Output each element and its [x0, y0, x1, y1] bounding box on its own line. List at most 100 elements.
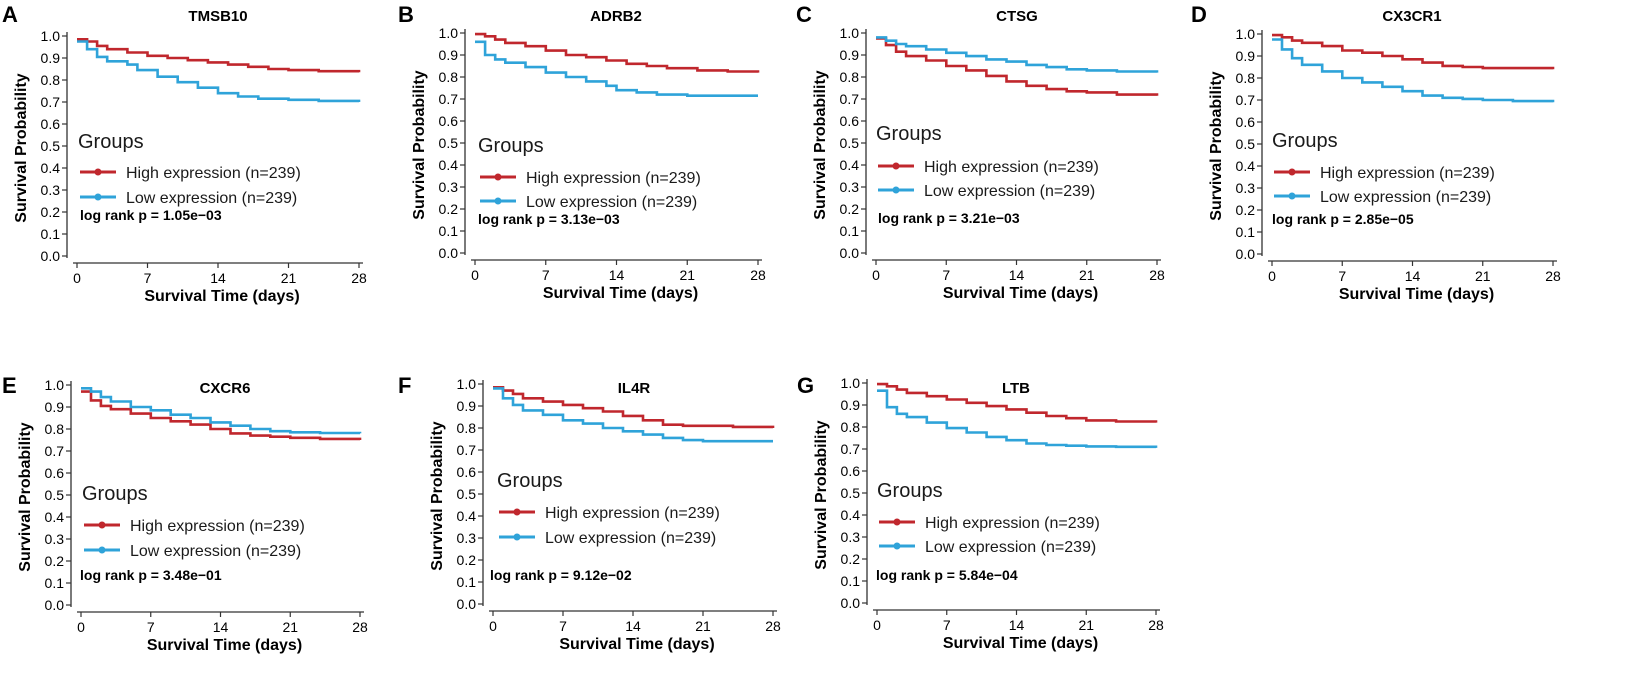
x-tick-label: 14: [213, 619, 229, 635]
y-tick-label: 1.0: [439, 25, 459, 41]
y-tick-label: 0.3: [41, 182, 61, 198]
x-tick-label: 7: [542, 267, 550, 283]
y-tick-label: 0.8: [457, 420, 477, 436]
y-tick-label: 0.7: [457, 442, 477, 458]
km-curve-high-expression: [81, 390, 362, 441]
y-tick-label: 0.0: [439, 245, 459, 261]
legend-marker-low: [513, 533, 521, 541]
km-curve-high-expression: [876, 37, 1159, 96]
y-tick-label: 0.9: [439, 47, 459, 63]
panel-g: G LTB 0.0 0.1 0.2 0.3 0.4 0.5 0.6 0.7 0.8 0.9 1.0 0 7 1…: [797, 373, 1164, 652]
y-tick-label: 0.1: [45, 575, 65, 591]
y-tick-label: 0.9: [45, 399, 65, 415]
y-tick-label: 1.0: [840, 25, 860, 41]
x-tick-label: 0: [1268, 268, 1276, 284]
legend-title: Groups: [478, 135, 544, 157]
y-tick-label: 0.9: [1236, 48, 1256, 64]
legend-marker-high: [94, 168, 102, 176]
x-axis-title: Survival Time (days): [943, 635, 1098, 652]
y-tick-label: 0.8: [840, 69, 860, 85]
panel-letter: A: [2, 2, 18, 27]
y-tick-label: 0.4: [45, 509, 65, 525]
panel-f: F IL4R 0.0 0.1 0.2 0.3 0.4 0.5 0.6 0.7 0.8 0.9 1.0 0 7…: [398, 373, 781, 653]
km-curve-low-expression: [1272, 38, 1555, 103]
y-tick-label: 0.4: [841, 507, 861, 523]
panel-title: TMSB10: [188, 8, 247, 25]
y-tick-label: 0.9: [457, 398, 477, 414]
y-tick-label: 0.5: [457, 486, 477, 502]
y-tick-label: 0.5: [45, 487, 65, 503]
x-tick-label: 0: [873, 617, 881, 633]
x-tick-label: 7: [147, 619, 155, 635]
x-tick-label: 28: [765, 618, 781, 634]
panel-letter: D: [1191, 2, 1207, 27]
x-tick-label: 21: [679, 267, 695, 283]
legend-title: Groups: [877, 480, 943, 502]
panel-title: IL4R: [618, 380, 651, 397]
km-curve-high-expression: [77, 38, 361, 73]
y-tick-label: 0.7: [840, 91, 860, 107]
x-axis-title: Survival Time (days): [559, 636, 714, 653]
y-axis-title: Survival Probability: [17, 422, 34, 571]
y-tick-label: 0.4: [41, 160, 61, 176]
legend-label-high: High expression (n=239): [925, 515, 1100, 532]
legend-marker-high: [893, 518, 901, 526]
x-tick-label: 14: [1009, 617, 1025, 633]
legend-marker-low: [98, 546, 106, 554]
y-tick-label: 0.4: [840, 157, 860, 173]
y-tick-label: 0.8: [841, 419, 861, 435]
legend-marker-high: [98, 521, 106, 529]
y-tick-label: 0.2: [439, 201, 459, 217]
y-tick-label: 0.6: [841, 463, 861, 479]
y-tick-label: 0.8: [439, 69, 459, 85]
y-tick-label: 0.5: [439, 135, 459, 151]
y-tick-label: 0.7: [45, 443, 65, 459]
x-axis-title: Survival Time (days): [144, 288, 299, 305]
x-tick-label: 28: [1149, 267, 1165, 283]
panel-b: B ADRB2 0.0 0.1 0.2 0.3 0.4 0.5 0.6 0.7 0.8 0.9 1.0 0…: [398, 2, 766, 302]
y-tick-label: 0.9: [840, 47, 860, 63]
y-tick-label: 0.6: [840, 113, 860, 129]
x-axis-title: Survival Time (days): [943, 285, 1098, 302]
x-axis-title: Survival Time (days): [1339, 286, 1494, 303]
x-tick-label: 14: [1009, 267, 1025, 283]
x-tick-label: 21: [1079, 267, 1095, 283]
logrank-pvalue: log rank p = 9.12e−02: [490, 567, 632, 583]
y-tick-label: 0.0: [457, 596, 477, 612]
legend-label-low: Low expression (n=239): [130, 543, 301, 560]
legend-marker-low: [494, 197, 502, 205]
panel-letter: B: [398, 2, 414, 27]
y-tick-label: 0.4: [1236, 158, 1256, 174]
y-tick-label: 0.9: [41, 50, 61, 66]
x-tick-label: 14: [609, 267, 625, 283]
legend-marker-low: [1288, 192, 1296, 200]
y-tick-label: 0.0: [841, 595, 861, 611]
legend-marker-low: [892, 186, 900, 194]
panel-title: CX3CR1: [1382, 8, 1441, 25]
x-tick-label: 7: [144, 270, 152, 286]
y-tick-label: 0.2: [457, 552, 477, 568]
y-tick-label: 0.7: [439, 91, 459, 107]
y-axis-title: Survival Probability: [429, 421, 446, 570]
legend-label-low: Low expression (n=239): [925, 539, 1096, 556]
x-tick-label: 0: [872, 267, 880, 283]
km-curve-high-expression: [877, 382, 1158, 423]
legend-title: Groups: [497, 470, 563, 492]
y-tick-label: 0.5: [840, 135, 860, 151]
km-curve-low-expression: [475, 40, 758, 97]
x-tick-label: 14: [210, 270, 226, 286]
y-axis-title: Survival Probability: [1208, 71, 1225, 220]
legend-label-high: High expression (n=239): [526, 170, 701, 187]
panel-title: LTB: [1002, 380, 1030, 397]
x-tick-label: 14: [1405, 268, 1421, 284]
y-tick-label: 0.8: [1236, 70, 1256, 86]
y-tick-label: 0.6: [1236, 114, 1256, 130]
y-tick-label: 0.3: [841, 529, 861, 545]
panel-letter: F: [398, 373, 411, 398]
legend-label-high: High expression (n=239): [924, 159, 1099, 176]
y-tick-label: 0.1: [841, 573, 861, 589]
x-tick-label: 28: [352, 619, 368, 635]
x-tick-label: 28: [351, 270, 367, 286]
y-axis-title: Survival Probability: [812, 70, 829, 219]
y-tick-label: 0.3: [840, 179, 860, 195]
